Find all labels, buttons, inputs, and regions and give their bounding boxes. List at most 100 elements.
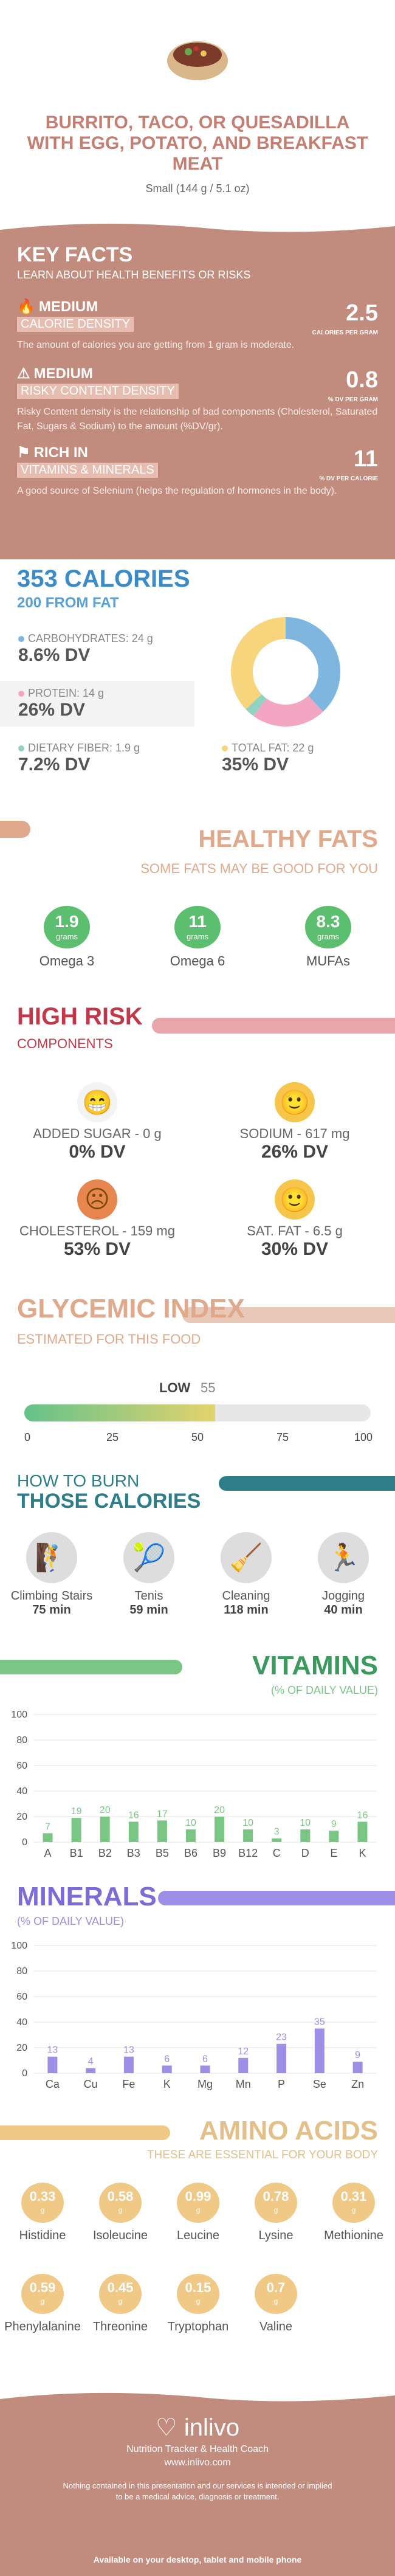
bar — [86, 2068, 96, 2073]
bar-value-label: 10 — [185, 1818, 196, 1828]
disclaimer: Nothing contained in this presentation a… — [63, 2481, 332, 2501]
amino-value: 0.33 — [29, 2189, 56, 2204]
key-facts-subtitle: LEARN ABOUT HEALTH BENEFITS OR RISKS — [17, 269, 251, 281]
amino-name: Lysine — [258, 2229, 294, 2242]
fat-value: 1.9 — [55, 912, 79, 931]
fat-name: Omega 3 — [39, 953, 95, 969]
amino-badge: 0.31 g — [332, 2183, 375, 2223]
activity-name: Jogging — [321, 1589, 365, 1603]
bar-value-label: 6 — [164, 2054, 170, 2064]
x-tick-label: Mg — [197, 2078, 213, 2090]
fat-omega6: 11 grams Omega 6 — [137, 906, 258, 969]
amino-unit: g — [40, 2206, 45, 2214]
x-tick-label: B5 — [156, 1847, 169, 1859]
fat-omega3: 1.9 grams Omega 3 — [6, 906, 128, 969]
bar — [128, 1822, 139, 1842]
protein-dot — [18, 691, 24, 697]
donut-slice — [253, 695, 323, 727]
minerals-bar-chart: 0 20 40 60 80 100 13 Ca 4 Cu 13 Fe 6 K 6 Mg 12 Mn 23 P 35 Se 9… — [11, 1941, 377, 2090]
fat-value: 8.3 — [316, 912, 340, 931]
activity-cleaning: 🧹 Cleaning 118 min — [197, 1532, 295, 1617]
brand-logo: ♡ inlivo — [0, 2414, 395, 2442]
smile-face-icon: 🙂 — [275, 1082, 315, 1122]
bar — [123, 2056, 134, 2073]
bar-value-label: 35 — [314, 2017, 325, 2028]
amino-name: Tryptophan — [167, 2320, 229, 2333]
nutrient-dv: 35% DV — [222, 754, 289, 775]
risk-name: SAT. FAT - 6.5 g — [247, 1223, 343, 1238]
amino-value: 0.99 — [185, 2189, 211, 2204]
activity-minutes: 40 min — [324, 1603, 363, 1617]
amino-badge: 0.99 g — [177, 2183, 219, 2223]
bar — [162, 2065, 172, 2073]
glycemic-title: GLYCEMIC INDEX — [17, 1294, 245, 1324]
minerals-title: MINERALS — [17, 1882, 157, 1911]
y-tick-label: 60 — [16, 1992, 27, 2002]
fact-level: MEDIUM — [38, 298, 98, 315]
bar-value-label: 20 — [100, 1805, 111, 1815]
smile-face-icon: 🙂 — [275, 1179, 315, 1220]
amino-lysine: 0.78 g Lysine — [236, 2183, 315, 2243]
amino-acids-section: AMINO ACIDS THESE ARE ESSENTIAL FOR YOUR… — [0, 2110, 395, 2389]
calories-section: 353 CALORIES 200 FROM FAT CARBOHYDRATES:… — [0, 559, 395, 815]
risk-sat-fat: 🙂 SAT. FAT - 6.5 g 30% DV — [204, 1179, 386, 1260]
x-tick-label: K — [359, 1847, 366, 1859]
risk-dv: 53% DV — [63, 1239, 131, 1259]
vitamins-bar-chart: 0 20 40 60 80 100 7 A 19 B1 20 B2 16 B3 17 B5 10 B6 20 B9 10… — [11, 1710, 377, 1859]
bar — [238, 2057, 249, 2073]
amino-value: 0.7 — [266, 2280, 286, 2295]
nutrient-dv: 7.2% DV — [18, 754, 91, 775]
y-tick-label: 100 — [11, 1710, 27, 1720]
fat-unit: grams — [186, 932, 209, 941]
happy-face-icon: 😁 — [77, 1082, 117, 1122]
bar — [329, 1831, 339, 1842]
bar-value-label: 20 — [214, 1805, 225, 1815]
availability-note: Available on your desktop, tablet and mo… — [93, 2555, 302, 2564]
nutrient-carbs: CARBOHYDRATES: 24 g 8.6% DV — [0, 626, 182, 672]
amino-histidine: 0.33 g Histidine — [3, 2183, 82, 2243]
carbs-dot — [18, 636, 24, 642]
footer: ♡ inlivo Nutrition Tracker & Health Coac… — [0, 2389, 395, 2576]
high-risk-subtitle: COMPONENTS — [17, 1036, 113, 1051]
gi-tick: 50 — [191, 1431, 204, 1443]
nutrient-dv: 26% DV — [18, 700, 86, 720]
vitamins-minerals-fact: ⚑ RICH IN VITAMINS & MINERALS A good sour… — [17, 444, 378, 499]
x-tick-label: B1 — [70, 1847, 83, 1859]
fact-label: RISKY CONTENT DENSITY — [17, 384, 179, 399]
minerals-section: MINERALS (% OF DAILY VALUE) 0 20 40 60 80 100… — [0, 1879, 395, 2110]
amino-name: Phenylalanine — [4, 2320, 81, 2333]
gi-tick: 25 — [106, 1431, 119, 1443]
amino-name: Valine — [259, 2320, 293, 2333]
bar — [276, 2043, 287, 2073]
burn-title-line1: HOW TO BURN — [17, 1471, 140, 1490]
fact-unit: % DV PER GRAM — [328, 396, 378, 403]
bar — [243, 1829, 253, 1842]
donut-slice — [246, 694, 267, 716]
x-tick-label: Se — [313, 2078, 326, 2090]
heart-icon: ♡ — [155, 2414, 184, 2441]
amino-badge: 0.58 g — [99, 2183, 142, 2223]
x-tick-label: P — [278, 2078, 285, 2090]
bar — [100, 1817, 110, 1842]
amino-unit: g — [273, 2206, 278, 2214]
burn-title-line2: THOSE CALORIES — [17, 1490, 201, 1513]
fat-mufas: 8.3 grams MUFAs — [267, 906, 389, 969]
risk-sodium: 🙂 SODIUM - 617 mg 26% DV — [204, 1082, 386, 1162]
calorie-density-fact: 🔥 MEDIUM CALORIE DENSITY The amount of ca… — [17, 298, 378, 353]
amino-value: 0.59 — [29, 2280, 56, 2295]
x-tick-label: B9 — [213, 1847, 226, 1859]
vitamins-title: VITAMINS — [252, 1651, 378, 1680]
donut-slice — [231, 617, 286, 710]
bar-value-label: 16 — [128, 1810, 139, 1820]
amino-badge: 0.78 g — [255, 2183, 297, 2223]
brand-url[interactable]: www.inlivo.com — [164, 2457, 231, 2468]
amino-badge: 0.15 g — [177, 2274, 219, 2314]
risk-cholesterol: ☹ CHOLESTEROL - 159 mg 53% DV — [6, 1179, 188, 1260]
amino-badge: 0.45 g — [99, 2274, 142, 2314]
bar-value-label: 6 — [202, 2054, 208, 2064]
amino-unit: g — [118, 2206, 123, 2214]
bar-value-label: 9 — [355, 2050, 360, 2060]
fact-description: The amount of calories you are getting f… — [17, 340, 295, 350]
decor-bar — [182, 1307, 395, 1323]
